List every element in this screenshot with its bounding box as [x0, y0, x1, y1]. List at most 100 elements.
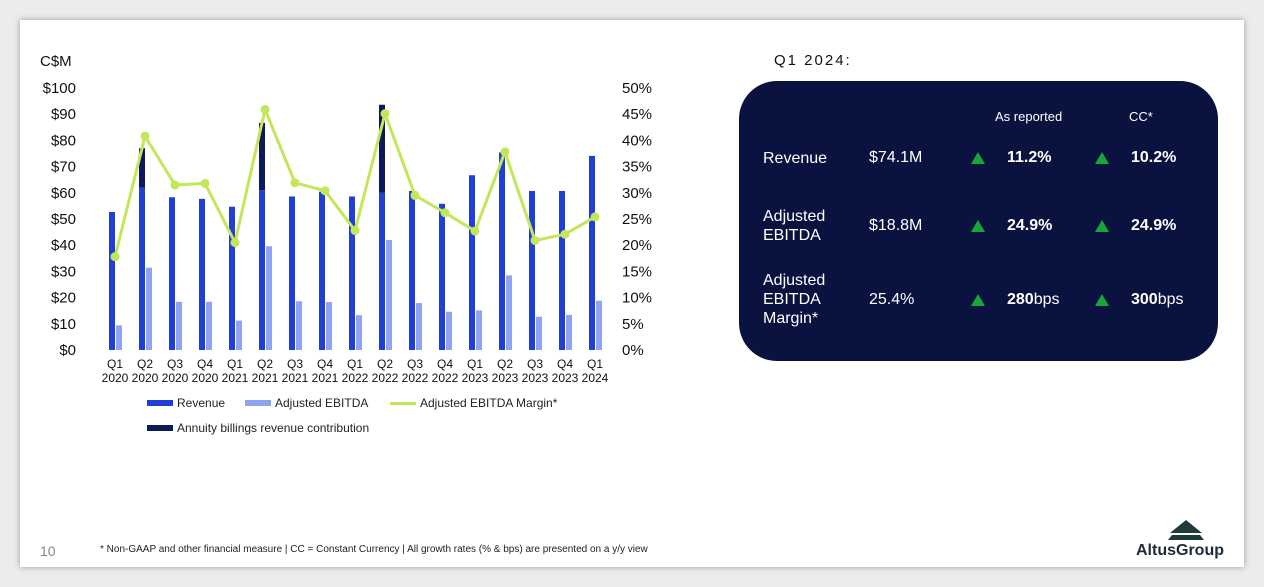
bar-adjusted-ebitda	[236, 320, 242, 350]
y-tick-label: $20	[51, 290, 76, 307]
legend-label: Annuity billings revenue contribution	[177, 421, 370, 435]
row-label-adjusted-ebitda-margin: Adjusted EBITDA Margin*	[763, 272, 826, 327]
bar-revenue	[319, 191, 325, 350]
bar-revenue	[499, 152, 505, 350]
x-tick-label-year: 2022	[342, 371, 369, 385]
bar-revenue	[229, 206, 235, 350]
point-adjusted-ebitda-margin	[260, 104, 270, 114]
y-tick-label: $80	[51, 132, 76, 149]
x-tick-label-year: 2020	[162, 371, 189, 385]
legend-item-adjusted-ebitda: Adjusted EBITDA	[245, 396, 368, 410]
x-tick-label-quarter: Q3	[407, 357, 423, 371]
x-tick-label-quarter: Q2	[497, 357, 513, 371]
x-tick-label-year: 2021	[282, 371, 309, 385]
change-unit: bps	[1157, 291, 1184, 308]
bar-adjusted-ebitda	[296, 301, 302, 350]
change-value: 11.2%	[1007, 149, 1052, 166]
y2-tick-label: 50%	[622, 80, 652, 97]
y2-tick-label: 35%	[622, 159, 652, 176]
x-tick-label-year: 2021	[252, 371, 279, 385]
y-tick-label: $30	[51, 263, 76, 280]
y2-tick-label: 15%	[622, 263, 652, 280]
x-tick-label-quarter: Q1	[467, 357, 483, 371]
point-adjusted-ebitda-margin	[290, 178, 300, 188]
x-tick-label-year: 2023	[492, 371, 519, 385]
bar-revenue	[589, 155, 595, 350]
x-tick-label-quarter: Q1	[227, 357, 243, 371]
legend-item-margin: Adjusted EBITDA Margin*	[390, 396, 557, 410]
x-tick-label-year: 2020	[102, 371, 129, 385]
bar-adjusted-ebitda	[506, 275, 512, 350]
change-value: 24.9%	[1131, 217, 1177, 234]
margin-cc-change: 300 bps	[1095, 291, 1184, 309]
point-adjusted-ebitda-margin	[560, 229, 570, 239]
bar-adjusted-ebitda	[326, 302, 332, 350]
ebitda-reported-change: 24.9%	[971, 217, 1052, 235]
legend-swatch	[390, 401, 416, 405]
legend-swatch	[147, 425, 173, 431]
x-tick-label-year: 2023	[552, 371, 579, 385]
legend-swatch	[245, 400, 271, 406]
bar-adjusted-ebitda	[116, 325, 122, 350]
bar-adjusted-ebitda	[476, 310, 482, 350]
row-value-revenue: $74.1M	[869, 149, 923, 166]
row-label-revenue: Revenue	[763, 150, 828, 167]
bar-revenue	[529, 190, 535, 350]
x-tick-label-year: 2021	[312, 371, 339, 385]
point-adjusted-ebitda-margin	[350, 226, 360, 236]
x-tick-label-year: 2023	[462, 371, 489, 385]
point-adjusted-ebitda-margin	[380, 109, 390, 119]
bar-adjusted-ebitda	[146, 267, 152, 350]
y-tick-label: $60	[51, 185, 76, 202]
bar-revenue	[259, 190, 265, 350]
legend-swatch	[147, 400, 173, 406]
footnote: * Non-GAAP and other financial measure |…	[100, 544, 648, 555]
logo-mark-icon	[1168, 520, 1204, 540]
bar-revenue	[139, 187, 145, 350]
bar-annuity-contribution	[139, 148, 145, 188]
x-tick-label-quarter: Q3	[527, 357, 543, 371]
x-tick-label-year: 2020	[192, 371, 219, 385]
bar-adjusted-ebitda	[536, 316, 542, 350]
chart: C$M $0 $10 $20 $30 $40 $50 $60 $70 $80 $90 $100 0% 5%…	[40, 53, 652, 385]
y-tick-label: $100	[43, 80, 76, 97]
logo-wordmark: AltusGroup	[1136, 542, 1224, 559]
x-tick-label-year: 2022	[402, 371, 429, 385]
point-adjusted-ebitda-margin	[470, 226, 480, 236]
up-arrow-icon	[971, 220, 985, 232]
x-tick-label-quarter: Q4	[317, 357, 333, 371]
bar-adjusted-ebitda	[176, 301, 182, 350]
y2-tick-label: 10%	[622, 290, 652, 307]
change-value: 10.2%	[1131, 149, 1177, 166]
row-value-adjusted-ebitda-margin: 25.4%	[869, 291, 915, 308]
bar-adjusted-ebitda	[206, 301, 212, 350]
row-label-adjusted-ebitda: Adjusted EBITDA	[763, 208, 826, 244]
y-tick-label: $10	[51, 316, 76, 333]
x-tick-label-year: 2022	[372, 371, 399, 385]
y2-tick-label: 30%	[622, 185, 652, 202]
slide: C$M $0 $10 $20 $30 $40 $50 $60 $70 $80 $90 $100 0% 5%…	[20, 20, 1244, 567]
x-tick-label-year: 2023	[522, 371, 549, 385]
y2-tick-label: 5%	[622, 316, 644, 333]
x-tick-label-year: 2021	[222, 371, 249, 385]
bar-adjusted-ebitda	[266, 246, 272, 350]
change-value: 24.9%	[1007, 217, 1053, 234]
y-tick-label: $90	[51, 106, 76, 123]
revenue-cc-change: 10.2%	[1095, 149, 1176, 167]
x-tick-label-quarter: Q2	[257, 357, 273, 371]
point-adjusted-ebitda-margin	[500, 147, 510, 157]
y2-tick-label: 0%	[622, 342, 644, 359]
legend-label: Adjusted EBITDA Margin*	[420, 396, 558, 410]
point-adjusted-ebitda-margin	[440, 208, 450, 218]
legend-item-revenue: Revenue	[147, 396, 225, 410]
bar-adjusted-ebitda	[596, 300, 602, 350]
bar-adjusted-ebitda	[446, 311, 452, 350]
y2-tick-label: 20%	[622, 237, 652, 254]
bar-adjusted-ebitda	[416, 303, 422, 350]
bar-revenue	[439, 203, 445, 350]
up-arrow-icon	[1095, 220, 1109, 232]
page-number: 10	[40, 543, 56, 559]
bar-revenue	[409, 190, 415, 350]
bar-revenue	[109, 211, 115, 350]
point-adjusted-ebitda-margin	[590, 212, 600, 222]
